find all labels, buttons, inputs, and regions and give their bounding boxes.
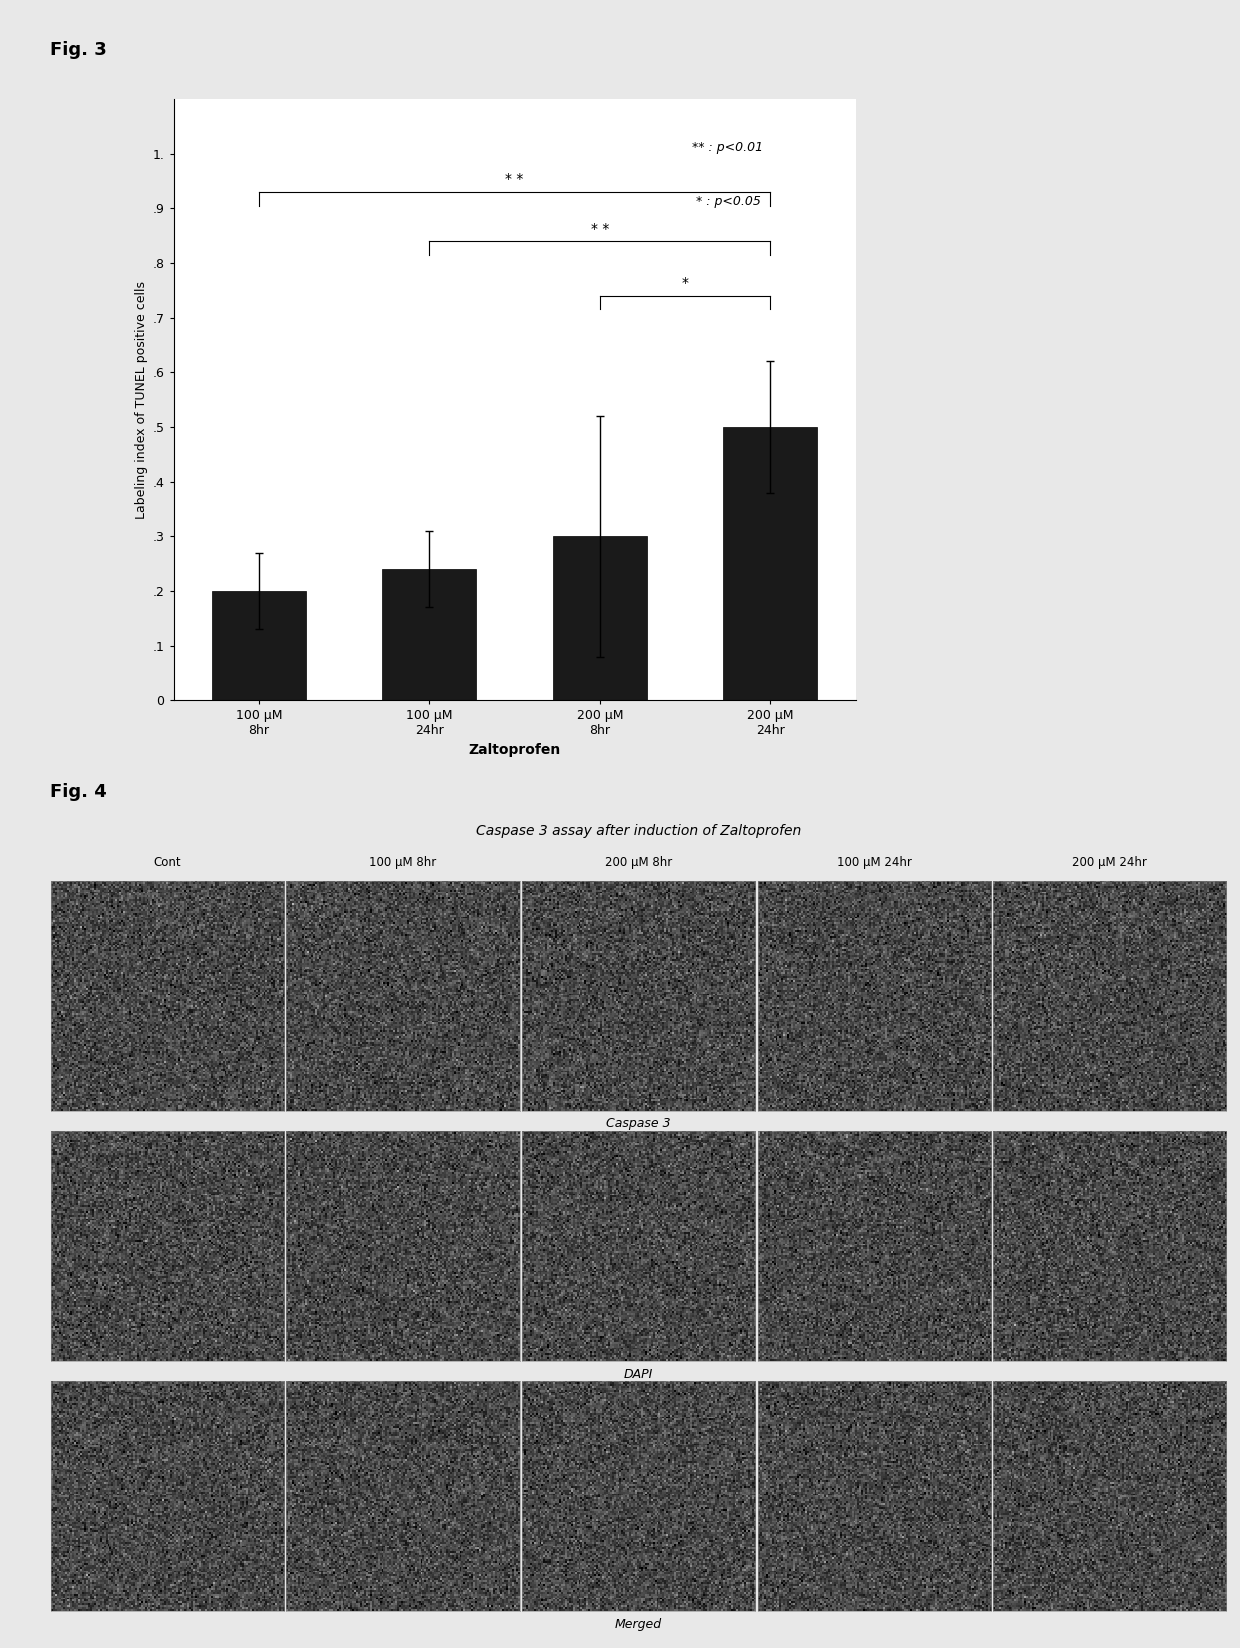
Text: Merged: Merged <box>615 1618 662 1632</box>
Bar <box>212 592 306 700</box>
Text: Caspase 3 assay after induction of Zaltoprofen: Caspase 3 assay after induction of Zalto… <box>476 824 801 837</box>
Text: 100 μM 24hr: 100 μM 24hr <box>837 857 911 868</box>
X-axis label: Zaltoprofen: Zaltoprofen <box>469 743 560 756</box>
Text: Cont: Cont <box>154 857 181 868</box>
Text: Caspase 3: Caspase 3 <box>606 1117 671 1131</box>
Text: * *: * * <box>506 173 523 186</box>
Bar <box>382 569 476 700</box>
Text: Fig. 4: Fig. 4 <box>50 783 107 801</box>
Text: *: * <box>682 277 688 290</box>
Text: Fig. 3: Fig. 3 <box>50 41 107 59</box>
Text: DAPI: DAPI <box>624 1368 653 1381</box>
Text: * : p<0.05: * : p<0.05 <box>692 194 761 208</box>
Text: ** : p<0.01: ** : p<0.01 <box>692 142 763 153</box>
Bar <box>723 427 817 700</box>
Text: 200 μM 8hr: 200 μM 8hr <box>605 857 672 868</box>
Bar <box>553 536 647 700</box>
Y-axis label: Labeling index of TUNEL positive cells: Labeling index of TUNEL positive cells <box>135 280 149 519</box>
Text: 200 μM 24hr: 200 μM 24hr <box>1073 857 1147 868</box>
Text: 100 μM 8hr: 100 μM 8hr <box>370 857 436 868</box>
Text: * *: * * <box>590 221 609 236</box>
